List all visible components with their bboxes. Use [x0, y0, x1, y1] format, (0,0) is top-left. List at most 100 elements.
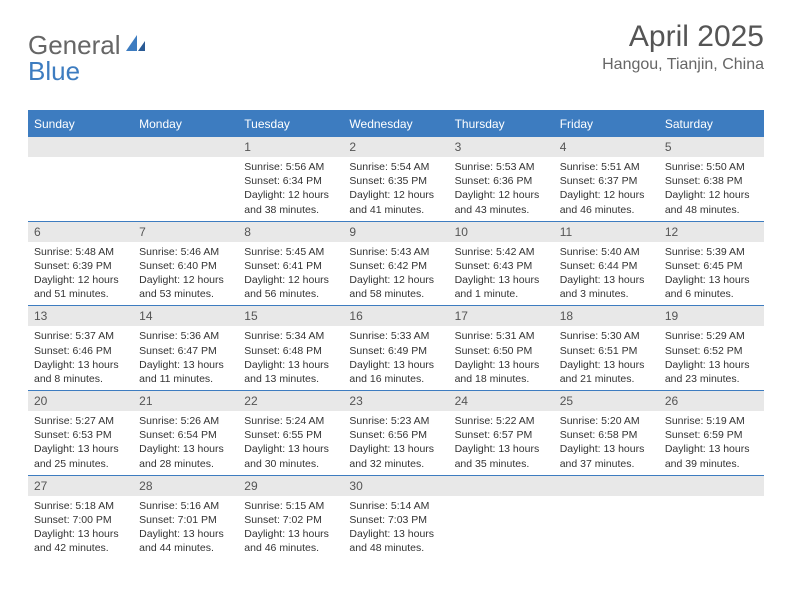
- day-body: Sunrise: 5:14 AMSunset: 7:03 PMDaylight:…: [343, 496, 448, 560]
- header: General April 2025 Hangou, Tianjin, Chin…: [28, 20, 764, 74]
- daylight-line: Daylight: 13 hours and 42 minutes.: [34, 528, 119, 554]
- day-number: 24: [449, 390, 554, 411]
- daylight-line: Daylight: 12 hours and 51 minutes.: [34, 274, 119, 300]
- daylight-line: Daylight: 12 hours and 41 minutes.: [349, 189, 434, 215]
- calendar-cell: 26Sunrise: 5:19 AMSunset: 6:59 PMDayligh…: [659, 390, 764, 475]
- day-number: 3: [449, 136, 554, 157]
- day-number: 30: [343, 475, 448, 496]
- day-body: Sunrise: 5:18 AMSunset: 7:00 PMDaylight:…: [28, 496, 133, 560]
- calendar-cell: 14Sunrise: 5:36 AMSunset: 6:47 PMDayligh…: [133, 305, 238, 390]
- calendar-cell: 20Sunrise: 5:27 AMSunset: 6:53 PMDayligh…: [28, 390, 133, 475]
- sunrise-line: Sunrise: 5:50 AM: [665, 161, 745, 173]
- sunset-line: Sunset: 6:59 PM: [665, 429, 743, 441]
- day-number: 19: [659, 305, 764, 326]
- sunrise-line: Sunrise: 5:31 AM: [455, 330, 535, 342]
- daylight-line: Daylight: 13 hours and 39 minutes.: [665, 443, 750, 469]
- calendar-cell: 2Sunrise: 5:54 AMSunset: 6:35 PMDaylight…: [343, 136, 448, 221]
- day-number: 17: [449, 305, 554, 326]
- sunrise-line: Sunrise: 5:54 AM: [349, 161, 429, 173]
- sunrise-line: Sunrise: 5:46 AM: [139, 246, 219, 258]
- day-body: Sunrise: 5:48 AMSunset: 6:39 PMDaylight:…: [28, 242, 133, 306]
- daylight-line: Daylight: 13 hours and 21 minutes.: [560, 359, 645, 385]
- calendar-cell: 3Sunrise: 5:53 AMSunset: 6:36 PMDaylight…: [449, 136, 554, 221]
- weekday-header: Wednesday: [343, 112, 448, 136]
- calendar-cell-empty: [659, 475, 764, 560]
- day-number: 23: [343, 390, 448, 411]
- daylight-line: Daylight: 13 hours and 30 minutes.: [244, 443, 329, 469]
- daylight-line: Daylight: 13 hours and 3 minutes.: [560, 274, 645, 300]
- day-number: 5: [659, 136, 764, 157]
- day-number: 16: [343, 305, 448, 326]
- day-body: Sunrise: 5:26 AMSunset: 6:54 PMDaylight:…: [133, 411, 238, 475]
- sunrise-line: Sunrise: 5:30 AM: [560, 330, 640, 342]
- day-number-empty: [28, 136, 133, 157]
- weekday-header: Tuesday: [238, 112, 343, 136]
- calendar-table: SundayMondayTuesdayWednesdayThursdayFrid…: [28, 112, 764, 559]
- day-body: Sunrise: 5:16 AMSunset: 7:01 PMDaylight:…: [133, 496, 238, 560]
- day-body: Sunrise: 5:42 AMSunset: 6:43 PMDaylight:…: [449, 242, 554, 306]
- sunset-line: Sunset: 6:52 PM: [665, 345, 743, 357]
- day-body: Sunrise: 5:40 AMSunset: 6:44 PMDaylight:…: [554, 242, 659, 306]
- weekday-header: Thursday: [449, 112, 554, 136]
- day-body: Sunrise: 5:29 AMSunset: 6:52 PMDaylight:…: [659, 326, 764, 390]
- day-body: Sunrise: 5:22 AM Sunset: 6:57 PM Daylight:…: [449, 411, 554, 475]
- daylight-line: Daylight: 13 hours and 18 minutes.: [455, 359, 540, 385]
- sunset-line: Sunset: 6:55 PM: [244, 429, 322, 441]
- sunset-line: Sunset: 6:57 PM: [455, 429, 533, 441]
- calendar-cell: 28Sunrise: 5:16 AMSunset: 7:01 PMDayligh…: [133, 475, 238, 560]
- sunrise-line: Sunrise: 5:19 AM: [665, 415, 745, 427]
- calendar-cell: 13Sunrise: 5:37 AMSunset: 6:46 PMDayligh…: [28, 305, 133, 390]
- sunset-line: Sunset: 7:02 PM: [244, 514, 322, 526]
- daylight-line: Daylight: 13 hours and 25 minutes.: [34, 443, 119, 469]
- sunrise-line: Sunrise: 5:27 AM: [34, 415, 114, 427]
- daylight-line: Daylight: 13 hours and 32 minutes.: [349, 443, 434, 469]
- day-body: Sunrise: 5:24 AM Sunset: 6:55 PM Daylight:…: [238, 411, 343, 475]
- sunset-line: Sunset: 6:40 PM: [139, 260, 217, 272]
- sunrise-line: Sunrise: 5:16 AM: [139, 500, 219, 512]
- title-block: April 2025 Hangou, Tianjin, China: [602, 20, 764, 74]
- day-number: 10: [449, 221, 554, 242]
- sunset-line: Sunset: 6:35 PM: [349, 175, 427, 187]
- calendar-cell: 21Sunrise: 5:26 AMSunset: 6:54 PMDayligh…: [133, 390, 238, 475]
- day-number: 27: [28, 475, 133, 496]
- sunrise-line: Sunrise: 5:42 AM: [455, 246, 535, 258]
- day-number: 8: [238, 221, 343, 242]
- calendar-week-row: 6Sunrise: 5:48 AMSunset: 6:39 PMDaylight…: [28, 221, 764, 306]
- day-body: Sunrise: 5:31 AMSunset: 6:50 PMDaylight:…: [449, 326, 554, 390]
- daylight-line: Daylight: 13 hours and 11 minutes.: [139, 359, 224, 385]
- sunrise-line: Sunrise: 5:23 AM: [349, 415, 429, 427]
- sunrise-line: Sunrise: 5:24 AM: [244, 415, 324, 427]
- sunset-line: Sunset: 6:37 PM: [560, 175, 638, 187]
- calendar-body: 1Sunrise: 5:56 AMSunset: 6:34 PMDaylight…: [28, 136, 764, 559]
- day-body: Sunrise: 5:45 AMSunset: 6:41 PMDaylight:…: [238, 242, 343, 306]
- location-text: Hangou, Tianjin, China: [602, 56, 764, 74]
- daylight-line: Daylight: 13 hours and 1 minute.: [455, 274, 540, 300]
- daylight-line: Daylight: 13 hours and 35 minutes.: [455, 443, 540, 469]
- daylight-line: Daylight: 12 hours and 58 minutes.: [349, 274, 434, 300]
- sunrise-line: Sunrise: 5:40 AM: [560, 246, 640, 258]
- day-body: Sunrise: 5:50 AMSunset: 6:38 PMDaylight:…: [659, 157, 764, 221]
- sunset-line: Sunset: 6:34 PM: [244, 175, 322, 187]
- sunrise-line: Sunrise: 5:22 AM: [455, 415, 535, 427]
- sunset-line: Sunset: 6:53 PM: [34, 429, 112, 441]
- daylight-line: Daylight: 13 hours and 6 minutes.: [665, 274, 750, 300]
- calendar-cell: 24 Sunrise: 5:22 AM Sunset: 6:57 PM Dayligh…: [449, 390, 554, 475]
- day-number: 29: [238, 475, 343, 496]
- daylight-line: Daylight: 13 hours and 13 minutes.: [244, 359, 329, 385]
- logo-sail-icon: [125, 33, 147, 58]
- sunset-line: Sunset: 6:47 PM: [139, 345, 217, 357]
- calendar-cell: 30Sunrise: 5:14 AMSunset: 7:03 PMDayligh…: [343, 475, 448, 560]
- sunrise-line: Sunrise: 5:36 AM: [139, 330, 219, 342]
- sunset-line: Sunset: 6:58 PM: [560, 429, 638, 441]
- day-number: 13: [28, 305, 133, 326]
- weekday-header: Sunday: [28, 112, 133, 136]
- calendar-cell: 25Sunrise: 5:20 AMSunset: 6:58 PMDayligh…: [554, 390, 659, 475]
- sunrise-line: Sunrise: 5:56 AM: [244, 161, 324, 173]
- day-number: 7: [133, 221, 238, 242]
- day-number-empty: [554, 475, 659, 496]
- day-number: 28: [133, 475, 238, 496]
- day-number-empty: [133, 136, 238, 157]
- calendar-cell-empty: [449, 475, 554, 560]
- calendar-week-row: 1Sunrise: 5:56 AMSunset: 6:34 PMDaylight…: [28, 136, 764, 221]
- sunset-line: Sunset: 7:00 PM: [34, 514, 112, 526]
